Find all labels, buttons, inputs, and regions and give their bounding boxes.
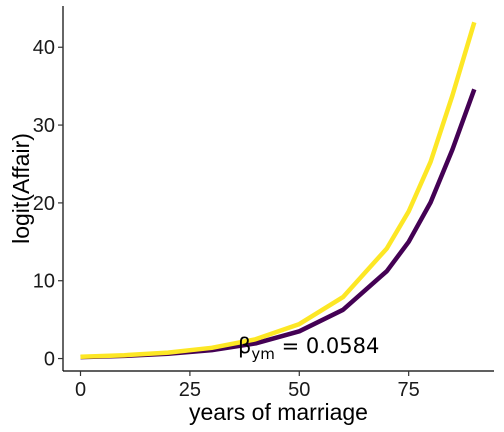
annotation-symbol: β — [238, 334, 251, 358]
axes — [62, 6, 494, 372]
x-tick-label: 75 — [398, 379, 420, 401]
series-line-2 — [80, 21, 477, 359]
beta-annotation: βym = 0.0584 — [238, 334, 379, 363]
annotation-value: = 0.0584 — [275, 334, 379, 358]
y-tick-label: 20 — [33, 193, 55, 215]
x-ticks: 0 25 50 75 — [75, 371, 420, 401]
series-line-1 — [80, 88, 477, 360]
y-tick-label: 10 — [33, 271, 55, 293]
x-axis-title: years of marriage — [189, 399, 368, 425]
y-axis-title: logit(Affair) — [8, 133, 34, 244]
y-tick-label: 0 — [44, 349, 55, 371]
x-tick-label: 25 — [179, 379, 201, 401]
y-tick-label: 30 — [33, 115, 55, 137]
x-tick-label: 0 — [75, 379, 86, 401]
y-tick-label: 40 — [33, 37, 55, 59]
y-ticks: 0 10 20 30 40 — [33, 37, 63, 371]
x-tick-label: 50 — [288, 379, 310, 401]
series-layer — [80, 21, 477, 360]
annotation-subscript: ym — [251, 345, 275, 363]
